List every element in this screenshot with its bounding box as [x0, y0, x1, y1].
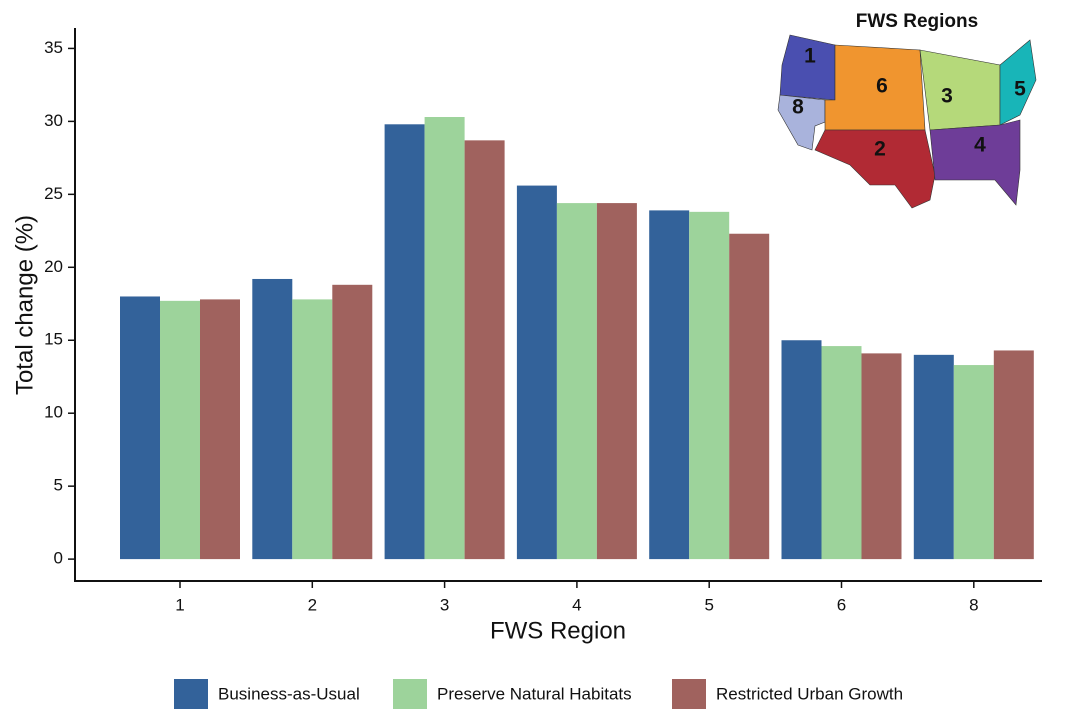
bar [120, 296, 160, 560]
map-label: 1 [804, 45, 816, 68]
bar [516, 185, 557, 560]
legend-label: Preserve Natural Habitats [437, 684, 632, 703]
map-label: 4 [974, 134, 986, 157]
y-tick-label: 20 [44, 257, 63, 276]
inset-map: FWS Regions 1 6 3 5 8 2 4 [777, 11, 1037, 209]
map-label: 2 [874, 138, 886, 161]
y-tick-label: 0 [54, 549, 63, 568]
x-tick-label: 3 [440, 595, 449, 614]
map-label: 3 [941, 85, 953, 108]
map-region [779, 34, 836, 101]
map-label: 5 [1014, 78, 1026, 101]
x-axis-label: FWS Region [490, 617, 626, 644]
bar [781, 340, 822, 560]
bar [464, 140, 505, 560]
bar [332, 284, 373, 560]
bar [292, 299, 333, 560]
x-tick-label: 5 [704, 595, 713, 614]
x-tick-label: 6 [837, 595, 846, 614]
map-region [919, 49, 1001, 131]
map-region [929, 119, 1021, 206]
bar [252, 278, 293, 560]
bar [556, 203, 597, 560]
x-tick-label: 4 [572, 595, 581, 614]
bar [993, 350, 1034, 560]
y-tick-label: 15 [44, 330, 63, 349]
legend-swatch [393, 679, 427, 709]
bar [913, 354, 954, 560]
x-tick-label: 1 [175, 595, 184, 614]
legend-label: Restricted Urban Growth [716, 684, 903, 703]
bar [200, 299, 240, 560]
inset-title: FWS Regions [856, 11, 978, 32]
legend-swatch [174, 679, 208, 709]
bar [424, 117, 465, 560]
map-region [814, 129, 936, 209]
bar [649, 210, 690, 560]
legend-label: Business-as-Usual [218, 684, 360, 703]
bar [689, 211, 730, 560]
x-tick-label: 2 [308, 595, 317, 614]
map-region [999, 39, 1037, 126]
bar [821, 346, 862, 560]
y-tick-label: 10 [44, 403, 63, 422]
y-axis-label: Total change (%) [11, 215, 38, 395]
map-label: 6 [876, 75, 888, 98]
legend-swatch [672, 679, 706, 709]
bar [861, 353, 902, 560]
bar [729, 233, 770, 560]
map-label: 8 [792, 96, 804, 119]
y-tick-label: 5 [54, 476, 63, 495]
bar [953, 365, 994, 560]
y-tick-label: 30 [44, 111, 63, 130]
bar [384, 124, 425, 560]
y-tick-label: 35 [44, 38, 63, 57]
y-tick-label: 25 [44, 184, 63, 203]
map-region [824, 44, 926, 131]
bar [596, 203, 637, 560]
x-tick-label: 8 [969, 595, 978, 614]
bar [160, 300, 200, 560]
